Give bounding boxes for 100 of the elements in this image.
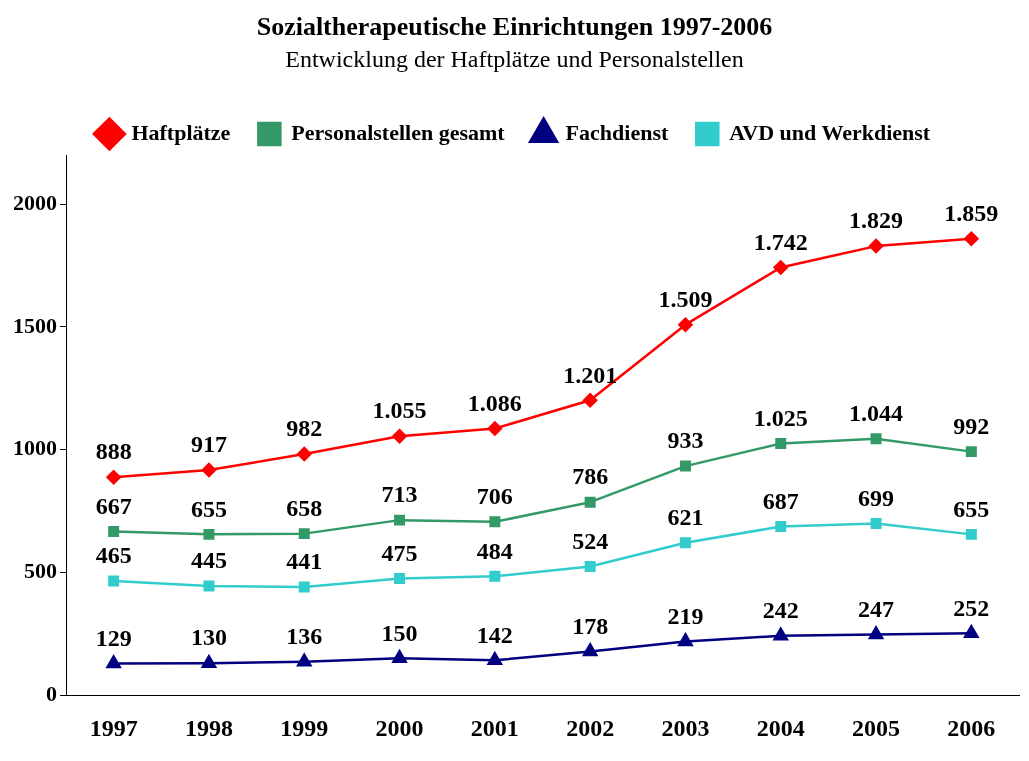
point: [678, 633, 693, 647]
point: [298, 581, 310, 593]
data-label: 1.086: [467, 389, 522, 416]
x-tick-label: 2001: [470, 714, 519, 741]
chart-title: Sozialtherapeutische Einrichtungen 1997-2006: [256, 12, 773, 42]
point: [297, 446, 312, 462]
x-tick-label: 2002: [566, 714, 615, 741]
data-label: 786: [572, 463, 609, 490]
point: [773, 260, 788, 275]
data-label: 1.509: [658, 285, 713, 312]
data-label: 445: [190, 547, 227, 574]
x-tick-label: 1999: [280, 714, 329, 741]
data-label: 982: [286, 415, 323, 442]
point: [870, 518, 882, 530]
data-label: 484: [476, 537, 513, 564]
data-label: 655: [953, 495, 990, 522]
data-label: 252: [953, 594, 990, 621]
data-label: 658: [286, 494, 323, 521]
point: [108, 575, 120, 587]
data-label: 219: [667, 602, 704, 629]
point: [392, 428, 407, 444]
x-tick-label: 1998: [184, 714, 233, 741]
data-label: 1.025: [753, 404, 808, 431]
data-label: 247: [858, 595, 895, 622]
y-tick-label: 0: [46, 680, 57, 706]
data-label: 142: [476, 621, 513, 648]
legend-label: Fachdienst: [565, 119, 669, 145]
y-tick-label: 500: [24, 558, 57, 584]
point: [487, 421, 503, 436]
data-label: 1.044: [849, 400, 904, 427]
chart-subtitle: Entwicklung der Haftplätze und Personalstellen: [285, 45, 744, 72]
data-label: 667: [95, 492, 132, 519]
point: [584, 496, 596, 508]
point: [868, 238, 884, 254]
y-tick-label: 2000: [13, 189, 57, 215]
data-label: 1.829: [849, 207, 904, 234]
point: [965, 528, 977, 540]
point: [201, 655, 217, 669]
point: [964, 231, 979, 246]
point: [487, 652, 503, 666]
x-tick-label: 2003: [661, 714, 710, 741]
point: [394, 573, 406, 585]
data-label: 1.742: [753, 228, 808, 255]
point: [296, 653, 312, 667]
data-label: 475: [381, 539, 418, 566]
point: [678, 317, 693, 332]
point: [489, 516, 501, 528]
point: [870, 433, 882, 445]
data-label: 242: [762, 596, 799, 623]
point: [106, 655, 121, 669]
data-label: 1.201: [563, 361, 618, 388]
data-label: 992: [953, 412, 990, 439]
data-label: 933: [667, 427, 704, 454]
data-label: 1.859: [944, 199, 999, 226]
data-label: 441: [286, 548, 323, 575]
data-label: 150: [381, 619, 418, 646]
data-label: 687: [762, 487, 799, 514]
point: [964, 625, 979, 639]
point: [679, 460, 691, 472]
data-label: 465: [95, 542, 132, 569]
point: [773, 627, 789, 641]
y-tick-label: 1500: [13, 312, 57, 338]
point: [392, 650, 407, 664]
point: [203, 528, 215, 540]
point: [868, 626, 884, 640]
point: [298, 528, 310, 540]
x-tick-label: 2004: [756, 714, 805, 741]
point: [108, 525, 120, 537]
y-tick-label: 1000: [13, 435, 57, 461]
point: [775, 438, 787, 450]
x-tick-label: 2006: [947, 714, 996, 741]
point: [106, 469, 121, 485]
data-label: 888: [95, 438, 132, 465]
x-tick-label: 2005: [852, 714, 901, 741]
data-label: 130: [190, 624, 227, 651]
data-label: 713: [381, 481, 418, 508]
point: [775, 521, 787, 532]
data-label: 655: [190, 495, 227, 522]
x-tick-label: 1997: [89, 714, 138, 741]
legend-label: Haftplätze: [131, 119, 231, 145]
point: [203, 580, 215, 592]
point: [582, 393, 598, 408]
data-label: 621: [667, 503, 704, 530]
point: [582, 643, 598, 657]
data-label: 129: [95, 624, 132, 651]
data-label: 706: [476, 483, 513, 510]
point: [201, 462, 217, 478]
data-label: 178: [572, 612, 609, 639]
x-tick-label: 2000: [375, 714, 424, 741]
data-label: 1.055: [372, 397, 427, 424]
data-label: 524: [572, 527, 609, 554]
legend-label: AVD und Werkdienst: [729, 119, 931, 145]
data-label: 917: [190, 431, 227, 458]
point: [679, 537, 691, 549]
point: [584, 561, 596, 573]
point: [489, 570, 501, 582]
legend-label: Personalstellen gesamt: [291, 119, 506, 145]
point: [965, 446, 977, 458]
point: [394, 514, 406, 526]
data-label: 699: [858, 484, 895, 511]
